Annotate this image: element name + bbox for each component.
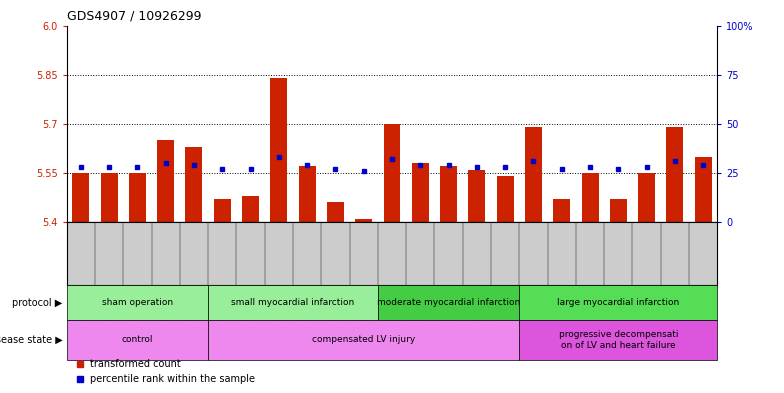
Bar: [157, 140, 174, 222]
Bar: [610, 199, 627, 222]
Bar: [695, 156, 712, 222]
Bar: [72, 173, 89, 222]
Bar: [299, 166, 316, 222]
Bar: [129, 173, 146, 222]
Bar: [186, 147, 202, 222]
Bar: [208, 285, 378, 320]
Bar: [554, 199, 570, 222]
Bar: [440, 166, 457, 222]
Legend: transformed count, percentile rank within the sample: transformed count, percentile rank withi…: [71, 356, 259, 388]
Bar: [383, 124, 401, 222]
Bar: [100, 173, 118, 222]
Text: protocol ▶: protocol ▶: [13, 298, 63, 308]
Bar: [327, 202, 344, 222]
Bar: [525, 127, 542, 222]
Bar: [208, 320, 519, 360]
Bar: [519, 320, 717, 360]
Bar: [242, 196, 259, 222]
Bar: [582, 173, 598, 222]
Text: large myocardial infarction: large myocardial infarction: [557, 298, 680, 307]
Text: progressive decompensati
on of LV and heart failure: progressive decompensati on of LV and he…: [558, 330, 678, 350]
Bar: [412, 163, 429, 222]
Text: small myocardial infarction: small myocardial infarction: [231, 298, 354, 307]
Text: compensated LV injury: compensated LV injury: [312, 336, 416, 344]
Bar: [378, 285, 519, 320]
Text: disease state ▶: disease state ▶: [0, 335, 63, 345]
Text: moderate myocardial infarction: moderate myocardial infarction: [377, 298, 521, 307]
Bar: [519, 285, 717, 320]
Bar: [638, 173, 655, 222]
Text: GDS4907 / 10926299: GDS4907 / 10926299: [67, 10, 201, 23]
Bar: [468, 170, 485, 222]
Bar: [666, 127, 684, 222]
Bar: [67, 320, 208, 360]
Text: sham operation: sham operation: [102, 298, 173, 307]
Text: control: control: [122, 336, 153, 344]
Bar: [67, 285, 208, 320]
Bar: [355, 219, 372, 222]
Bar: [214, 199, 230, 222]
Bar: [270, 78, 287, 222]
Bar: [497, 176, 514, 222]
